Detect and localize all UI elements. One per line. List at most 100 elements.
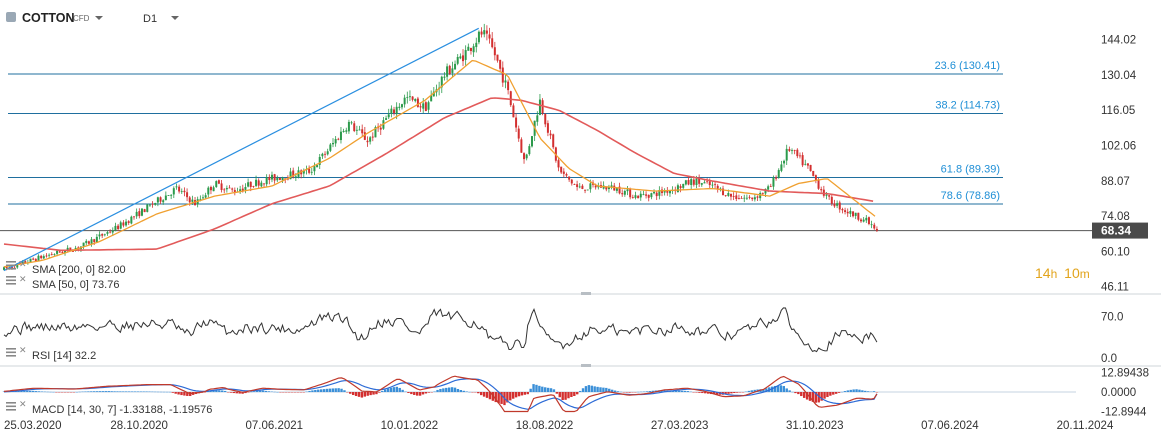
candle [50, 252, 53, 256]
x-tick-label: 07.06.2024 [921, 420, 979, 432]
candle [467, 43, 470, 51]
separator-handle-2[interactable] [581, 364, 591, 367]
candle-body [286, 178, 289, 180]
candle [228, 185, 231, 189]
macd-histogram-bar [337, 388, 340, 392]
candle-body [507, 81, 510, 91]
x-tick-label: 07.06.2021 [245, 420, 303, 432]
macd-histogram-bar [817, 392, 820, 403]
macd-histogram-bar [171, 392, 174, 393]
candle-body [127, 221, 130, 223]
macd-histogram-bar [40, 391, 44, 392]
macd-histogram-bar [343, 390, 346, 392]
macd-histogram-bar [686, 391, 689, 392]
candle [257, 178, 260, 189]
candle-body [183, 190, 186, 193]
macd-histogram-bar [535, 384, 538, 392]
candle-body [146, 204, 149, 212]
candle-body [247, 182, 250, 187]
candle [408, 90, 411, 102]
candle-body [462, 55, 465, 62]
candle-body [400, 104, 403, 108]
candle-body [395, 106, 398, 115]
candle [666, 187, 669, 196]
candle-body [859, 219, 862, 222]
candle [642, 190, 645, 196]
symbol-label[interactable]: COTTON [22, 11, 75, 25]
indicator-menu-icon[interactable] [6, 276, 16, 285]
candle-body [846, 211, 849, 214]
candle-body [729, 193, 732, 197]
candle-body [456, 57, 459, 64]
candle [631, 194, 634, 199]
macd-histogram-bar [221, 390, 224, 392]
candle-body [857, 212, 860, 220]
candle [706, 178, 709, 184]
indicator-menu-icon[interactable] [6, 402, 16, 411]
candle [432, 87, 435, 97]
separator-handle-1[interactable] [581, 292, 591, 295]
candle [650, 192, 653, 200]
trendline[interactable] [3, 27, 480, 272]
candle-body [374, 127, 377, 138]
candle-body [151, 203, 154, 205]
candle-body [469, 48, 472, 52]
rsi-y-axis: 70.0 0.0 [1101, 311, 1123, 365]
candle-body [653, 191, 656, 194]
candle [560, 166, 563, 175]
macd-histogram-bar [28, 390, 32, 392]
candle-body [411, 96, 414, 100]
macd-histogram-bar [331, 388, 334, 392]
candle-body [270, 174, 273, 180]
macd-histogram-bar [608, 388, 611, 392]
candle-body [167, 195, 170, 196]
macd-histogram-bar [680, 390, 684, 392]
candle [85, 239, 88, 246]
candle-body [719, 188, 722, 190]
candle [849, 207, 852, 218]
candle [347, 119, 350, 134]
candle [740, 196, 743, 199]
candle-body [767, 186, 770, 190]
candle [647, 194, 650, 202]
macd-histogram-bar [427, 392, 431, 393]
candle [828, 194, 831, 200]
candle [703, 180, 706, 184]
close-icon[interactable]: ✕ [19, 274, 27, 284]
candle [496, 54, 499, 63]
indicator-menu-icon[interactable] [6, 348, 16, 357]
candle [735, 192, 738, 202]
macd-histogram-bar [186, 392, 189, 396]
candle-body [106, 232, 109, 234]
close-icon[interactable]: ✕ [19, 259, 27, 269]
x-tick-label: 31.10.2023 [786, 420, 844, 432]
candle-body [241, 188, 244, 191]
macd-histogram-bar [823, 392, 826, 399]
close-icon[interactable]: ✕ [19, 399, 27, 409]
candle [820, 186, 823, 193]
candle [812, 170, 815, 177]
macd-histogram-bar [567, 392, 570, 399]
candle-body [488, 34, 491, 39]
timeframe-dropdown-chevron-icon[interactable] [171, 16, 179, 20]
candle [788, 146, 791, 152]
candle-body [645, 194, 648, 196]
macd-histogram-bar [218, 390, 221, 392]
macd-histogram-bar [340, 388, 343, 392]
timeframe-label[interactable]: D1 [143, 13, 157, 25]
macd-histogram-bar [410, 392, 413, 395]
candle [873, 222, 876, 230]
candle [255, 175, 258, 188]
candle-body [573, 184, 576, 185]
macd-histogram-bar [497, 392, 500, 404]
symbol-dropdown-chevron-icon[interactable] [95, 16, 103, 20]
candle-body [523, 153, 526, 160]
macd-histogram-bar [398, 387, 401, 392]
candle [724, 195, 727, 197]
candle [626, 186, 629, 196]
indicator-menu-icon[interactable] [6, 261, 16, 270]
candle [716, 184, 719, 193]
close-icon[interactable]: ✕ [19, 345, 27, 355]
candle [175, 183, 178, 190]
